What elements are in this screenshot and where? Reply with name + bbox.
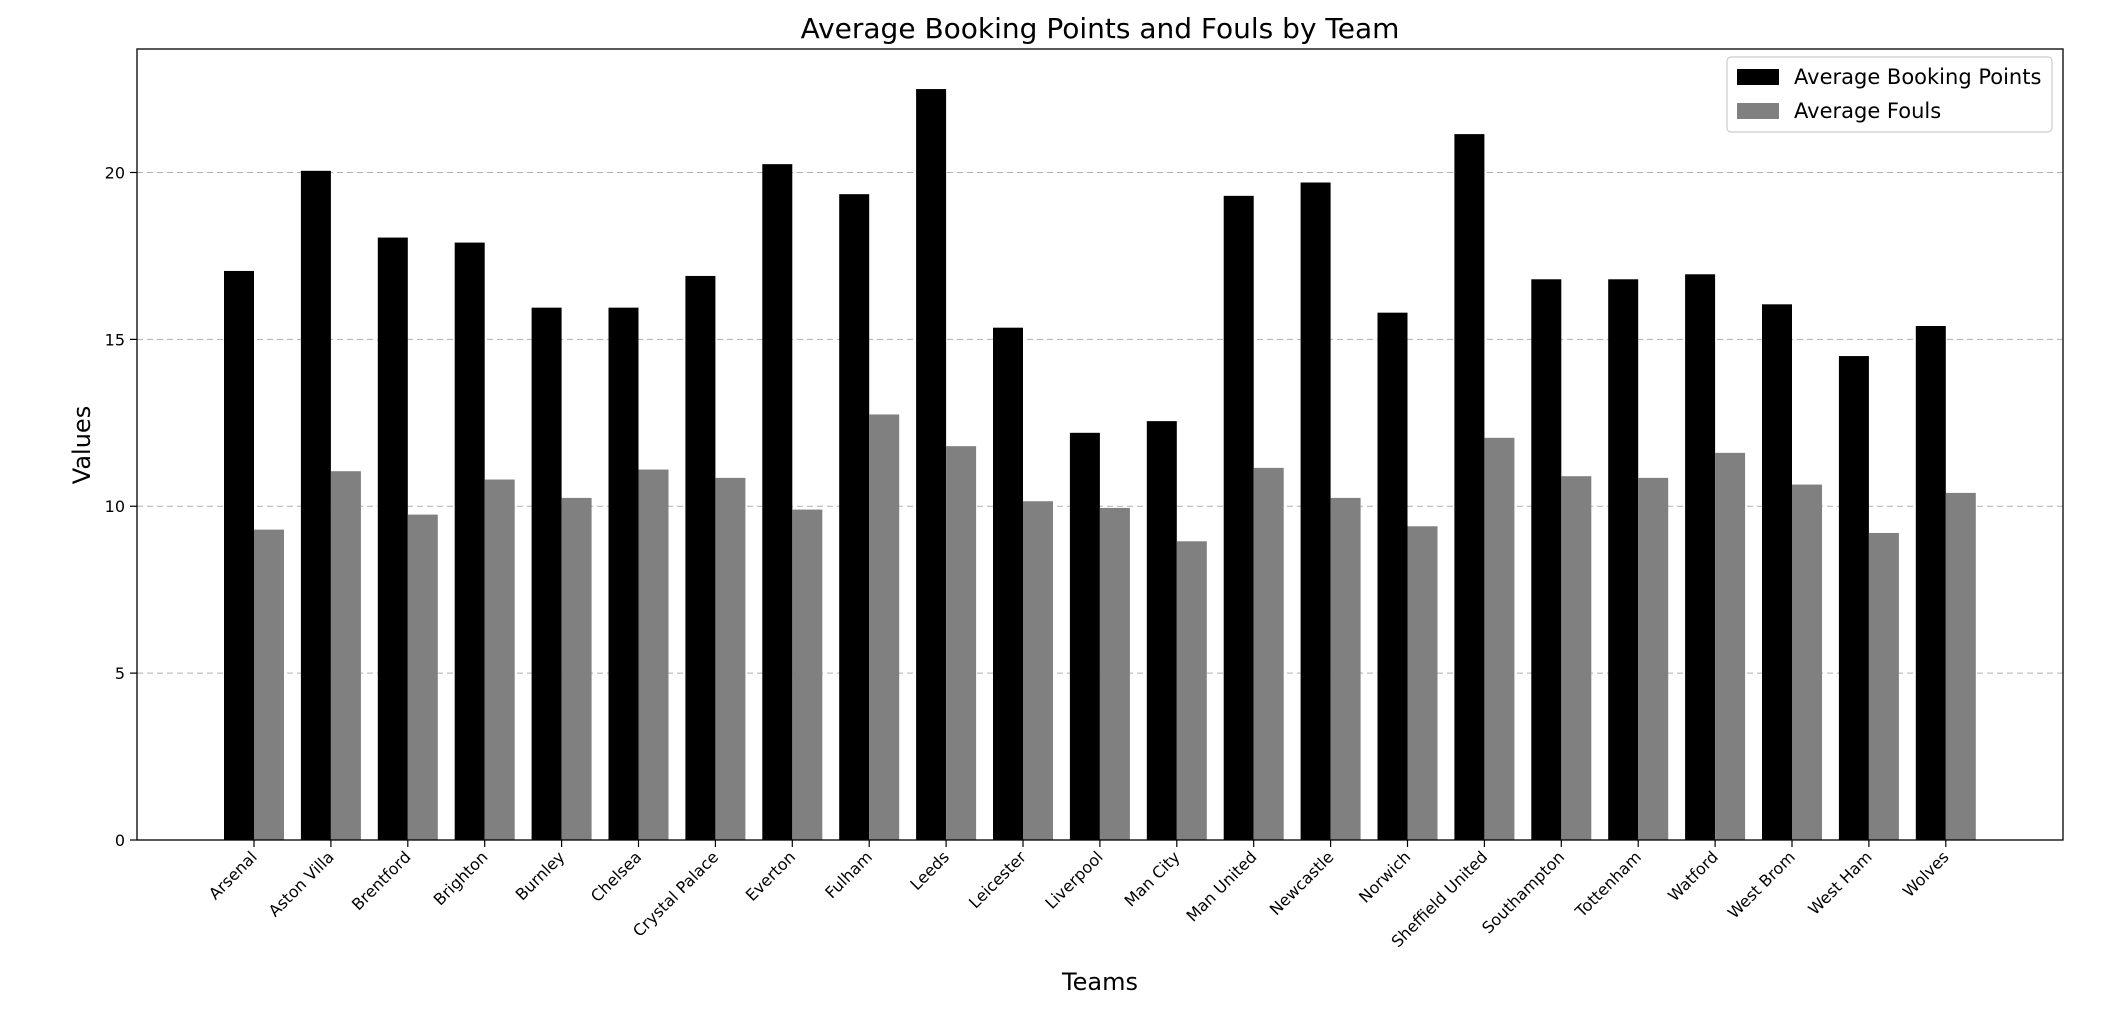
legend-swatch-fouls [1737,103,1779,119]
x-tick-label: Brentford [348,847,415,914]
bar-booking-points [1223,195,1254,841]
x-tick-label: West Ham [1804,847,1875,918]
bar-fouls [1484,437,1515,840]
bar-booking-points [1608,279,1639,840]
x-tick-label: West Brom [1724,847,1799,922]
bar-fouls [1638,477,1669,840]
x-tick-label: Southampton [1478,847,1568,937]
bar-booking-points [1069,432,1100,840]
bar-fouls [792,509,823,840]
legend: Average Booking Points Average Fouls [1726,56,2053,133]
x-tick-label: Leeds [906,847,953,894]
bar-fouls [1407,526,1438,840]
bar-booking-points [839,194,870,841]
bar-fouls [1253,467,1284,840]
chart-title: Average Booking Points and Fouls by Team [801,12,1400,45]
x-tick-label: Man City [1121,847,1184,910]
x-tick-label: Brighton [430,847,492,909]
bar-fouls [484,479,515,840]
x-tick-label: Everton [742,847,799,904]
y-axis-ticks: 0 5 10 15 20 [105,163,137,850]
bar-booking-points [300,170,331,840]
bar-fouls [1715,452,1746,840]
bar-fouls [561,497,592,840]
bar-booking-points [608,307,639,840]
bar-booking-points [1146,421,1177,840]
x-tick-label: Aston Villa [265,847,338,920]
bar-fouls [715,477,746,840]
x-tick-label: Chelsea [587,847,645,905]
x-tick-label: Man United [1182,847,1260,925]
legend-swatch-booking-points [1737,69,1779,85]
y-tick-label: 20 [105,163,125,182]
y-tick-label: 5 [115,664,125,683]
bar-booking-points [1377,312,1408,841]
y-axis-label: Values [68,406,96,484]
x-tick-label: Fulham [821,847,876,902]
bar-booking-points [1300,182,1331,841]
x-axis-label: Teams [1061,968,1138,996]
bar-fouls [254,529,284,840]
x-tick-label: Watford [1664,847,1722,905]
x-tick-label: Arsenal [205,847,261,903]
bar-booking-points [224,270,254,840]
bar-fouls [330,471,361,840]
y-tick-label: 0 [115,831,125,850]
x-tick-label: Wolves [1899,847,1953,901]
bar-fouls [1561,476,1592,840]
bar-fouls [1176,541,1207,840]
bar-fouls [869,414,900,840]
bar-booking-points [1915,326,1946,841]
bar-booking-points [531,307,562,840]
bar-booking-points [762,164,793,840]
bar-fouls [407,514,438,840]
bar-fouls [638,469,669,840]
x-tick-label: Norwich [1355,847,1414,906]
bar-fouls [1792,484,1822,840]
bar-fouls [1868,532,1899,840]
legend-frame [1726,56,2053,133]
bars [224,89,1976,841]
x-axis-ticks: Arsenal Aston Villa Brentford Brighton Burnl… [205,840,1953,951]
bar-booking-points [1531,279,1562,840]
bar-fouls [1330,497,1361,840]
bar-fouls [946,446,977,840]
legend-label-booking-points: Average Booking Points [1794,65,2041,89]
x-tick-label: Leicester [965,847,1030,912]
bar-booking-points [1685,274,1716,841]
x-tick-label: Burnley [512,847,569,904]
x-tick-label: Tottenham [1571,847,1645,921]
bar-booking-points [1762,304,1792,841]
bar-booking-points [377,237,408,841]
y-tick-label: 15 [105,330,125,349]
bar-fouls [1023,501,1053,840]
bar-fouls [1099,507,1130,840]
x-tick-label: Newcastle [1266,847,1338,919]
bar-booking-points [916,89,947,840]
y-tick-label: 10 [105,497,125,516]
bar-booking-points [993,327,1023,840]
bar-booking-points [685,275,716,840]
legend-label-fouls: Average Fouls [1794,99,1941,123]
bar-booking-points [1838,356,1869,840]
x-tick-label: Liverpool [1041,847,1106,912]
bar-booking-points [1454,134,1485,840]
bar-fouls [1945,492,1976,840]
bar-booking-points [454,242,485,840]
